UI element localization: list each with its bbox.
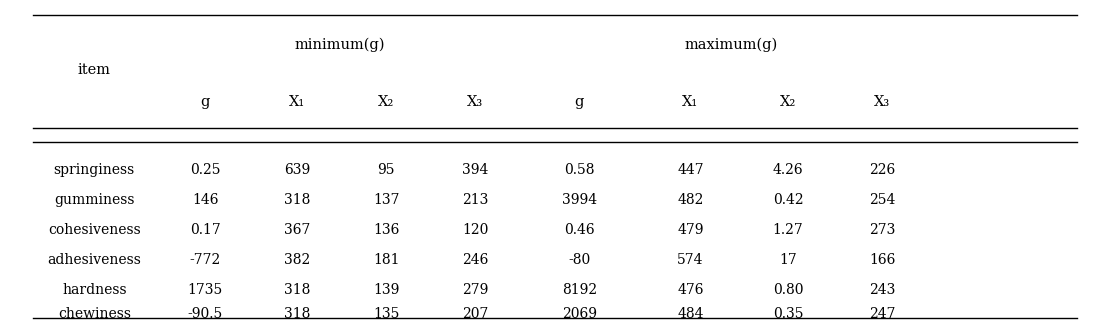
Text: X₃: X₃ xyxy=(875,95,890,109)
Text: 0.17: 0.17 xyxy=(190,223,221,237)
Text: 279: 279 xyxy=(462,283,488,297)
Text: 273: 273 xyxy=(869,223,896,237)
Text: 246: 246 xyxy=(462,253,488,267)
Text: 447: 447 xyxy=(677,163,704,177)
Text: 476: 476 xyxy=(677,283,704,297)
Text: 0.46: 0.46 xyxy=(564,223,595,237)
Text: 146: 146 xyxy=(192,193,219,207)
Text: hardness: hardness xyxy=(62,283,127,297)
Text: minimum(g): minimum(g) xyxy=(295,38,385,52)
Text: 1.27: 1.27 xyxy=(773,223,804,237)
Text: cohesiveness: cohesiveness xyxy=(48,223,141,237)
Text: 482: 482 xyxy=(677,193,704,207)
Text: springiness: springiness xyxy=(53,163,135,177)
Text: 318: 318 xyxy=(284,193,311,207)
Text: 213: 213 xyxy=(462,193,488,207)
Text: 120: 120 xyxy=(462,223,488,237)
Text: -90.5: -90.5 xyxy=(188,307,223,321)
Text: 394: 394 xyxy=(462,163,488,177)
Text: maximum(g): maximum(g) xyxy=(684,38,778,52)
Text: 226: 226 xyxy=(869,163,896,177)
Text: -80: -80 xyxy=(568,253,591,267)
Text: 137: 137 xyxy=(373,193,400,207)
Text: X₂: X₂ xyxy=(780,95,796,109)
Text: 0.80: 0.80 xyxy=(773,283,804,297)
Text: X₁: X₁ xyxy=(683,95,698,109)
Text: 136: 136 xyxy=(373,223,400,237)
Text: 574: 574 xyxy=(677,253,704,267)
Text: 17: 17 xyxy=(779,253,797,267)
Text: adhesiveness: adhesiveness xyxy=(48,253,141,267)
Text: 0.42: 0.42 xyxy=(773,193,804,207)
Text: 0.35: 0.35 xyxy=(773,307,804,321)
Text: 4.26: 4.26 xyxy=(773,163,804,177)
Text: 2069: 2069 xyxy=(562,307,597,321)
Text: 135: 135 xyxy=(373,307,400,321)
Text: 639: 639 xyxy=(284,163,311,177)
Text: 181: 181 xyxy=(373,253,400,267)
Text: 254: 254 xyxy=(869,193,896,207)
Text: -772: -772 xyxy=(190,253,221,267)
Text: 318: 318 xyxy=(284,307,311,321)
Text: 139: 139 xyxy=(373,283,400,297)
Text: 0.25: 0.25 xyxy=(190,163,221,177)
Text: chewiness: chewiness xyxy=(58,307,131,321)
Text: 207: 207 xyxy=(462,307,488,321)
Text: 247: 247 xyxy=(869,307,896,321)
Text: g: g xyxy=(201,95,210,109)
Text: 318: 318 xyxy=(284,283,311,297)
Text: 243: 243 xyxy=(869,283,896,297)
Text: g: g xyxy=(575,95,584,109)
Text: X₂: X₂ xyxy=(379,95,394,109)
Text: 484: 484 xyxy=(677,307,704,321)
Text: 166: 166 xyxy=(869,253,896,267)
Text: 367: 367 xyxy=(284,223,311,237)
Text: X₃: X₃ xyxy=(467,95,483,109)
Text: gumminess: gumminess xyxy=(54,193,134,207)
Text: 479: 479 xyxy=(677,223,704,237)
Text: 8192: 8192 xyxy=(562,283,597,297)
Text: item: item xyxy=(78,63,111,77)
Text: 1735: 1735 xyxy=(188,283,223,297)
Text: X₁: X₁ xyxy=(290,95,305,109)
Text: 95: 95 xyxy=(377,163,395,177)
Text: 382: 382 xyxy=(284,253,311,267)
Text: 3994: 3994 xyxy=(562,193,597,207)
Text: 0.58: 0.58 xyxy=(564,163,595,177)
